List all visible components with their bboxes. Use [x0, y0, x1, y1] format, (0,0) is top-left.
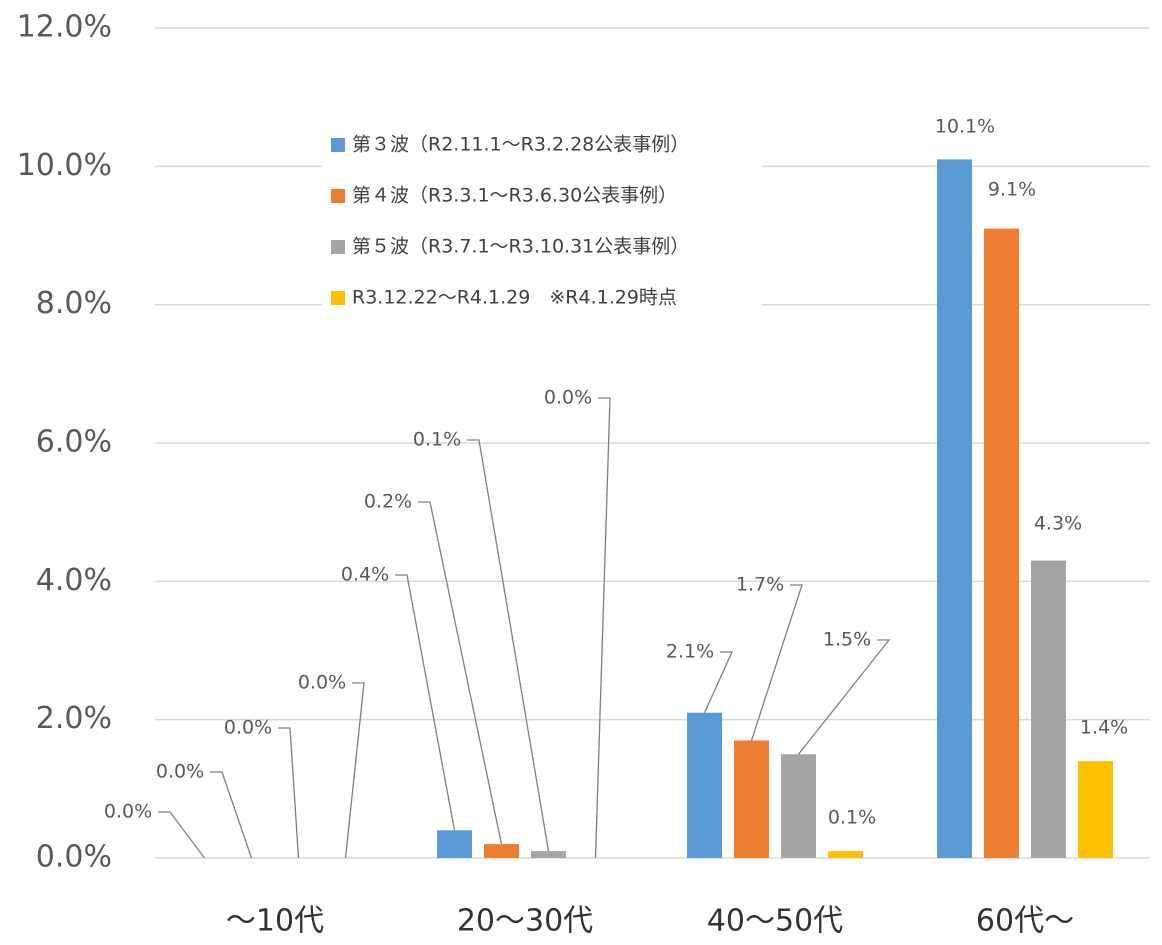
y-tick-label: 4.0% [36, 563, 112, 598]
value-label: 0.0% [544, 387, 592, 409]
x-tick-label: 20〜30代 [457, 904, 593, 939]
leader-line [395, 574, 456, 831]
bar [437, 830, 472, 858]
bar [484, 844, 519, 858]
leader-line [210, 771, 253, 859]
value-label: 4.3% [1034, 513, 1082, 535]
y-tick-label: 8.0% [36, 286, 112, 321]
value-label: 0.4% [341, 564, 389, 586]
value-label: 2.1% [666, 641, 714, 663]
bar [1078, 761, 1113, 858]
value-label: 9.1% [988, 179, 1036, 201]
bar [781, 754, 816, 858]
y-tick-label: 0.0% [36, 840, 112, 875]
leader-line [797, 639, 891, 755]
leader-line [750, 584, 803, 741]
bar [1031, 560, 1066, 858]
value-label: 0.1% [413, 429, 461, 451]
legend-label: 第３波（R2.11.1〜R3.2.28公表事例） [352, 134, 689, 156]
value-label: 0.1% [828, 807, 876, 829]
leader-line [418, 501, 503, 845]
legend-box [322, 122, 762, 317]
legend-swatch [331, 240, 345, 254]
legend-label: 第５波（R3.7.1〜R3.10.31公表事例） [352, 236, 689, 258]
legend-label: R3.12.22〜R4.1.29 ※R4.1.29時点 [352, 287, 677, 309]
legend-label: 第４波（R3.3.1〜R3.6.30公表事例） [352, 185, 677, 207]
y-tick-label: 2.0% [36, 701, 112, 736]
bar [531, 851, 566, 858]
value-label: 0.2% [364, 491, 412, 513]
bar [937, 159, 972, 858]
leader-line [594, 397, 611, 859]
bar [687, 712, 722, 858]
value-label: 0.0% [156, 761, 204, 783]
bar [984, 228, 1019, 859]
leader-line [467, 439, 550, 852]
value-label: 0.0% [298, 672, 346, 694]
leader-line [158, 811, 206, 859]
value-label: 0.0% [104, 801, 152, 823]
value-label: 1.7% [736, 574, 784, 596]
value-label: 0.0% [224, 717, 272, 739]
bar [828, 851, 863, 858]
leader-line [344, 682, 365, 859]
x-tick-label: 60代〜 [976, 904, 1074, 939]
value-label: 10.1% [935, 116, 995, 138]
leader-line [703, 651, 734, 714]
x-tick-label: 40〜50代 [707, 904, 843, 939]
y-tick-label: 12.0% [17, 10, 112, 45]
legend-swatch [331, 291, 345, 305]
value-label: 1.5% [823, 629, 871, 651]
legend-swatch [331, 138, 345, 152]
x-tick-label: 〜10代 [226, 904, 324, 939]
value-label: 1.4% [1080, 717, 1128, 739]
y-tick-label: 10.0% [17, 148, 112, 183]
leader-line [278, 727, 300, 859]
bar [734, 740, 769, 858]
y-tick-label: 6.0% [36, 425, 112, 460]
legend-swatch [331, 189, 345, 203]
